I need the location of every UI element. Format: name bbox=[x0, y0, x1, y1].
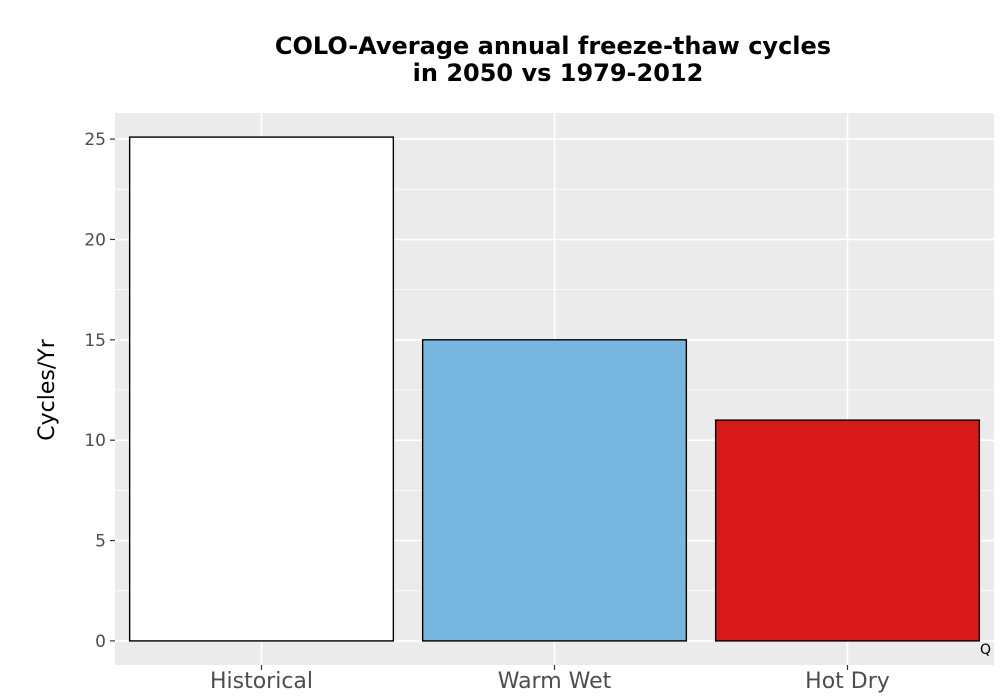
y-tick-label: 15 bbox=[84, 331, 106, 351]
y-tick-label: 20 bbox=[84, 230, 106, 250]
y-tick-label: 25 bbox=[84, 130, 106, 150]
y-tick-label: 5 bbox=[95, 532, 106, 552]
x-tick-label: Historical bbox=[210, 669, 313, 694]
bars bbox=[128, 136, 981, 642]
x-axis: Historical Warm Wet Hot Dry bbox=[210, 665, 890, 694]
x-tick-label: Hot Dry bbox=[805, 669, 890, 694]
chart-subtitle: in 2050 vs 1979-2012 bbox=[413, 59, 704, 87]
y-tick-label: 10 bbox=[84, 431, 106, 451]
x-tick-label: Warm Wet bbox=[498, 669, 612, 694]
y-axis: 0 5 10 15 20 25 bbox=[84, 130, 115, 652]
corner-mark: Q bbox=[980, 642, 991, 658]
chart-title: COLO-Average annual freeze-thaw cycles bbox=[275, 32, 831, 60]
bar-historical bbox=[128, 136, 395, 642]
bar-hot-dry bbox=[714, 419, 981, 642]
y-tick-label: 0 bbox=[95, 632, 106, 652]
y-axis-label: Cycles/Yr bbox=[35, 338, 60, 440]
bar-warm-wet bbox=[421, 339, 688, 642]
